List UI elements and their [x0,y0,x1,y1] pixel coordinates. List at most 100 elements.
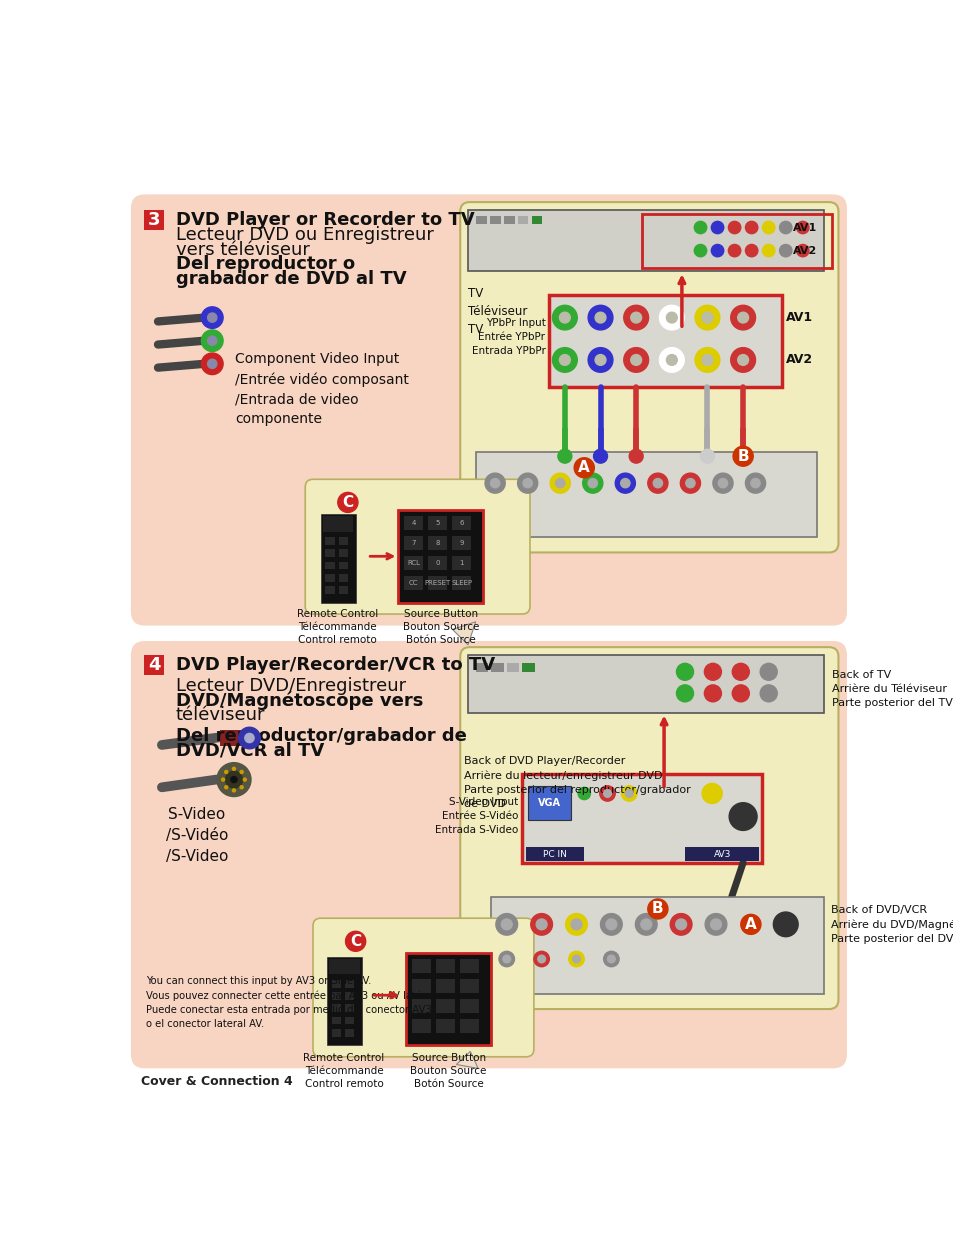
Bar [525,847,583,861]
Circle shape [537,955,545,963]
Circle shape [732,685,748,701]
Circle shape [517,473,537,493]
Text: DVD Player/Recorder/VCR to TV: DVD Player/Recorder/VCR to TV [175,656,495,674]
Bar [144,210,164,230]
Bar [325,587,335,594]
Circle shape [558,312,570,324]
Circle shape [640,919,651,930]
Bar [506,662,518,672]
Bar [344,1029,354,1036]
Circle shape [603,951,618,967]
Circle shape [587,347,612,372]
Circle shape [623,305,648,330]
Circle shape [201,353,223,374]
Bar [338,587,348,594]
Bar [338,574,348,582]
Text: DVD Player or Recorder to TV: DVD Player or Recorder to TV [175,211,474,230]
Text: Remote Control
Télécommande
Control remoto: Remote Control Télécommande Control remo… [297,609,378,645]
Text: 1: 1 [459,561,463,566]
Circle shape [730,305,755,330]
Bar [325,537,335,545]
Text: Back of TV
Arrière du Téléviseur
Parte posterior del TV: Back of TV Arrière du Téléviseur Parte p… [831,671,952,708]
Circle shape [496,914,517,935]
Circle shape [676,663,693,680]
Bar [468,655,823,713]
Circle shape [659,305,683,330]
Text: Lecteur DVD/Enregistreur: Lecteur DVD/Enregistreur [175,677,406,695]
Circle shape [484,473,505,493]
Bar [404,536,422,550]
Circle shape [760,663,777,680]
Bar [332,1004,340,1013]
Circle shape [536,919,546,930]
Circle shape [694,245,706,257]
Bar [459,960,478,973]
Text: PC IN: PC IN [542,850,566,858]
Circle shape [582,473,602,493]
Circle shape [245,734,253,742]
Text: CC: CC [409,580,418,587]
FancyBboxPatch shape [459,203,838,552]
Bar [468,210,823,272]
Circle shape [502,955,510,963]
Circle shape [595,312,605,324]
Text: C: C [342,495,353,510]
Text: 4: 4 [411,520,416,526]
Text: B: B [652,902,663,916]
Bar [332,1029,340,1036]
Text: RCL: RCL [407,561,420,566]
Circle shape [208,312,216,322]
Bar [489,216,500,224]
Text: DVD/Magnétoscope vers: DVD/Magnétoscope vers [175,692,423,710]
Bar [428,516,447,530]
Text: VGA: VGA [537,798,560,808]
Text: You can connect this input by AV3 or Side AV.
Vous pouvez connecter cette entrée: You can connect this input by AV3 or Sid… [146,976,438,1029]
Circle shape [568,951,583,967]
Circle shape [695,347,720,372]
Bar [406,953,491,1045]
Circle shape [574,458,594,478]
Bar [404,556,422,571]
Circle shape [630,312,641,324]
Circle shape [670,914,691,935]
Circle shape [647,473,667,493]
Bar [406,953,491,1045]
Circle shape [666,312,677,324]
Bar [428,556,447,571]
Circle shape [572,955,579,963]
Circle shape [225,771,242,788]
Text: Lecteur DVD ou Enregistreur: Lecteur DVD ou Enregistreur [175,226,434,245]
Bar [412,979,431,993]
Circle shape [623,347,648,372]
Text: 6: 6 [459,520,463,526]
Text: S-Video
/S-Vidéo
/S-Video: S-Video /S-Vidéo /S-Video [166,806,228,863]
Circle shape [761,245,774,257]
Bar [332,1016,340,1025]
Circle shape [701,783,721,804]
Circle shape [728,245,740,257]
Circle shape [796,245,808,257]
Bar [436,1019,455,1032]
Text: S-Video Input
Entrée S-Vidéo
Entrada S-Video: S-Video Input Entrée S-Vidéo Entrada S-V… [435,798,517,835]
FancyBboxPatch shape [313,918,534,1057]
Circle shape [231,777,236,783]
Bar [491,662,503,672]
Bar [517,216,528,224]
Circle shape [659,347,683,372]
Bar [323,516,353,531]
Bar [344,1004,354,1013]
Circle shape [221,778,224,782]
Polygon shape [456,1051,477,1068]
Circle shape [666,354,677,366]
Circle shape [534,951,549,967]
FancyBboxPatch shape [459,647,838,1009]
Circle shape [703,685,720,701]
Bar [338,550,348,557]
Text: 5: 5 [436,520,439,526]
Text: 4: 4 [148,656,160,674]
Text: Component Video Input
/Entrée vidéo composant
/Entrada de video
componente: Component Video Input /Entrée vidéo comp… [235,352,409,426]
Circle shape [216,763,251,797]
Text: 9: 9 [459,540,463,546]
Bar [641,214,831,268]
Circle shape [208,336,216,346]
